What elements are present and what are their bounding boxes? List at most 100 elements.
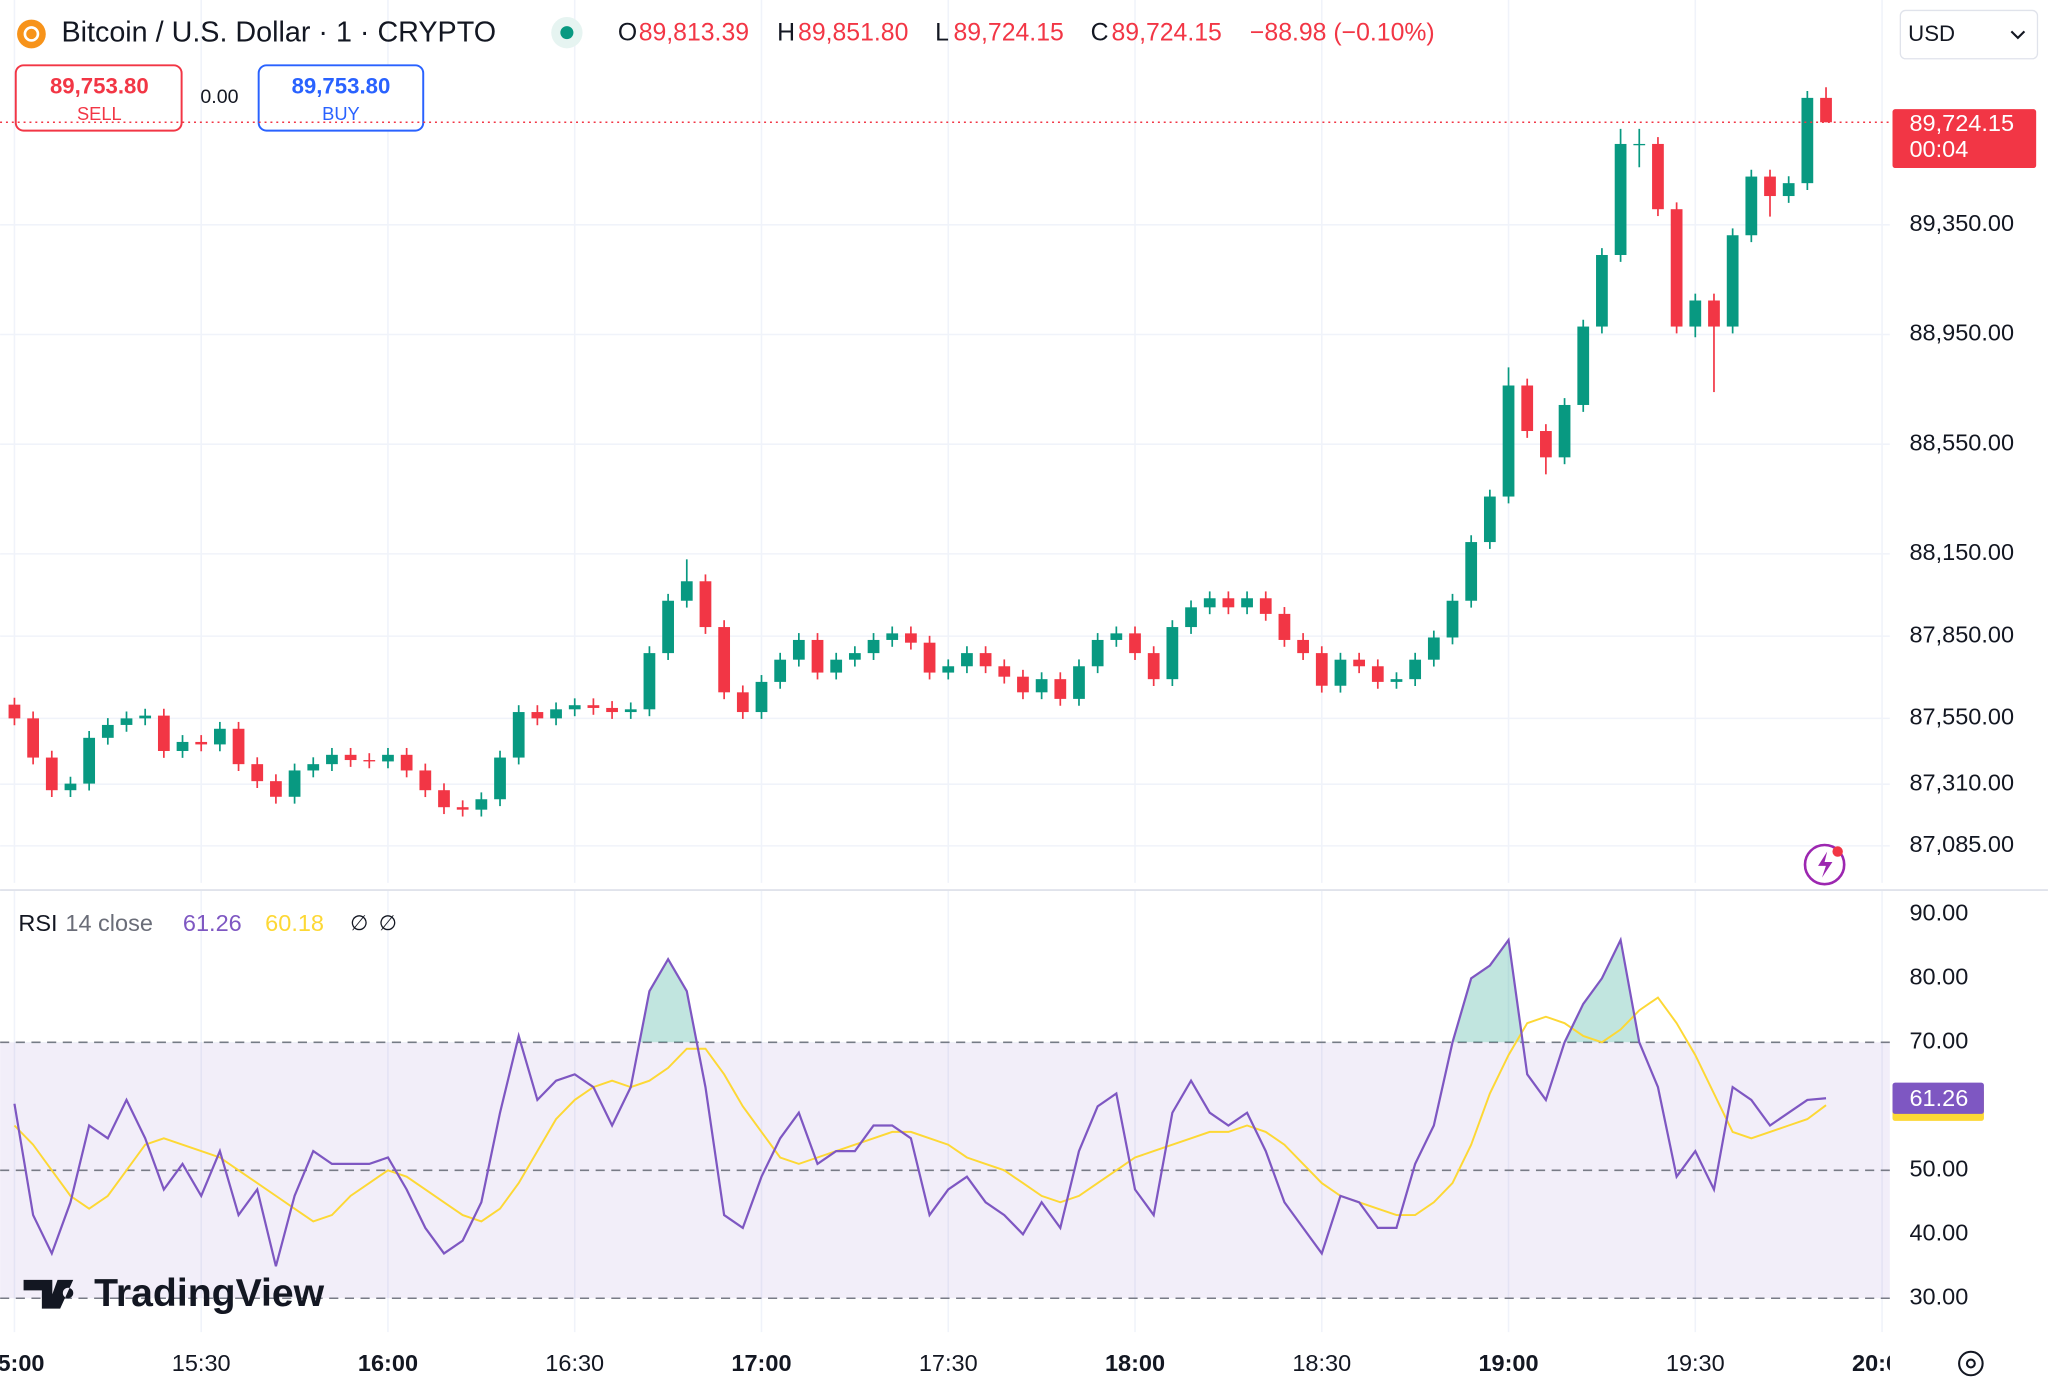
candle-body	[1502, 385, 1515, 497]
alert-badge	[1832, 846, 1843, 857]
x-tick-label: 17:30	[919, 1350, 978, 1376]
price-change: −88.98 (−0.10%)	[1250, 20, 1435, 47]
candle-body	[232, 728, 245, 765]
coin-icon-glyph	[23, 26, 40, 42]
candle-body	[1334, 659, 1347, 686]
rsi-tick-label: 80.00	[1909, 964, 1968, 990]
last-price-label: 89,724.15	[1909, 110, 2014, 136]
indicator-value: 61.26	[183, 910, 242, 936]
candle-body	[382, 754, 394, 762]
candle-body	[456, 807, 469, 810]
candle-body	[662, 600, 674, 654]
indicator-ma-value: 60.18	[265, 910, 324, 936]
buy-price: 89,753.80	[292, 73, 391, 98]
x-tick-label: 19:00	[1478, 1350, 1538, 1376]
candle-body	[45, 757, 58, 791]
market-status-dot	[560, 26, 574, 40]
buy-button[interactable]	[257, 64, 425, 132]
candle-body	[1801, 97, 1814, 184]
candle-body	[1540, 431, 1552, 458]
candle-body	[811, 639, 824, 673]
dropdown-chevron	[2010, 30, 2026, 40]
sell-price: 89,753.80	[50, 73, 149, 98]
candle-body	[886, 633, 899, 640]
candle-body	[1166, 627, 1179, 680]
candle-body	[1390, 679, 1403, 682]
candle-body	[531, 712, 544, 719]
currency-select[interactable]	[1899, 9, 2039, 60]
ohlc-key: H	[777, 20, 795, 47]
candle-body	[1371, 666, 1384, 682]
candle-body	[961, 653, 973, 667]
candle-body	[624, 709, 637, 713]
coin-icon	[17, 19, 46, 49]
ohlc-value: 89,724.15	[1112, 20, 1222, 47]
last-price-badge	[1892, 109, 2037, 168]
alert-icon-glyph	[1818, 851, 1833, 878]
y-tick-label: 88,950.00	[1909, 320, 2014, 346]
indicator-na: ∅	[379, 912, 397, 935]
candle-body	[1483, 496, 1496, 543]
candle-body	[1147, 653, 1160, 680]
candle-body	[1315, 653, 1328, 686]
candle-body	[1558, 404, 1571, 458]
candle-body	[587, 705, 600, 708]
buy-label: BUY	[322, 103, 360, 124]
candle-body	[1633, 143, 1646, 146]
x-tick-label: 20:00	[1852, 1350, 1912, 1376]
sell-button[interactable]	[14, 64, 183, 132]
candle-body	[512, 712, 525, 758]
y-tick-label: 88,150.00	[1909, 539, 2014, 565]
candle-body	[1035, 679, 1048, 693]
candle-body	[64, 783, 77, 791]
candle-body	[120, 718, 133, 725]
axes: 89,350.00 88,950.00 88,550.00 88,150.00 87,8…	[1892, 210, 2014, 1309]
candle-body	[568, 705, 581, 710]
x-tick-label: 19:30	[1666, 1350, 1725, 1376]
candle-body	[1185, 607, 1197, 628]
candle-body	[1745, 176, 1758, 236]
candle-body	[307, 764, 320, 771]
indicator-na: ∅	[350, 912, 368, 935]
candle-body	[1073, 666, 1085, 699]
candle-body	[1670, 209, 1683, 327]
candle-body	[699, 581, 712, 628]
candle-body	[718, 627, 731, 693]
candles	[8, 87, 1832, 817]
candle-body	[270, 781, 282, 797]
candle-body	[1577, 326, 1590, 405]
x-tick-label: 15:30	[172, 1350, 231, 1376]
candle-body	[792, 639, 805, 660]
ohlc-value: 89,724.15	[953, 20, 1063, 47]
x-tick-label: 16:00	[358, 1350, 418, 1376]
candle-body	[8, 704, 21, 719]
candle-body	[1222, 598, 1235, 608]
candle-body	[214, 728, 226, 745]
candle-body	[1203, 598, 1216, 608]
candle-body	[139, 715, 152, 719]
candle-body	[736, 692, 749, 713]
sell-label: SELL	[77, 103, 122, 124]
candle-body	[157, 715, 170, 751]
candle-body	[1596, 254, 1608, 327]
candle-body	[1278, 613, 1291, 640]
candle-body	[1521, 385, 1534, 432]
x-tick-label: 18:30	[1292, 1350, 1351, 1376]
rsi-tick-label: 90.00	[1909, 900, 1968, 926]
candle-body	[1091, 639, 1104, 667]
settings-icon[interactable]	[1958, 1350, 1984, 1377]
candle-body	[1820, 97, 1832, 123]
x-tick-label: 15:00	[0, 1350, 44, 1376]
rsi-tick-label: 70.00	[1909, 1028, 1968, 1054]
rsi-pane	[0, 936, 1890, 1300]
grid: 15:00 15:30 16:00 16:30 17:00 17:30 18:00 18:30…	[0, 0, 1912, 1376]
candle-body	[326, 754, 338, 765]
candle-body	[1465, 542, 1478, 601]
candle-body	[1689, 300, 1702, 327]
watermark: TradingView	[94, 1272, 325, 1315]
candle-body	[83, 737, 96, 784]
candle-body	[1726, 235, 1739, 327]
candle-body	[27, 718, 39, 758]
y-tick-label: 87,850.00	[1909, 621, 2014, 647]
